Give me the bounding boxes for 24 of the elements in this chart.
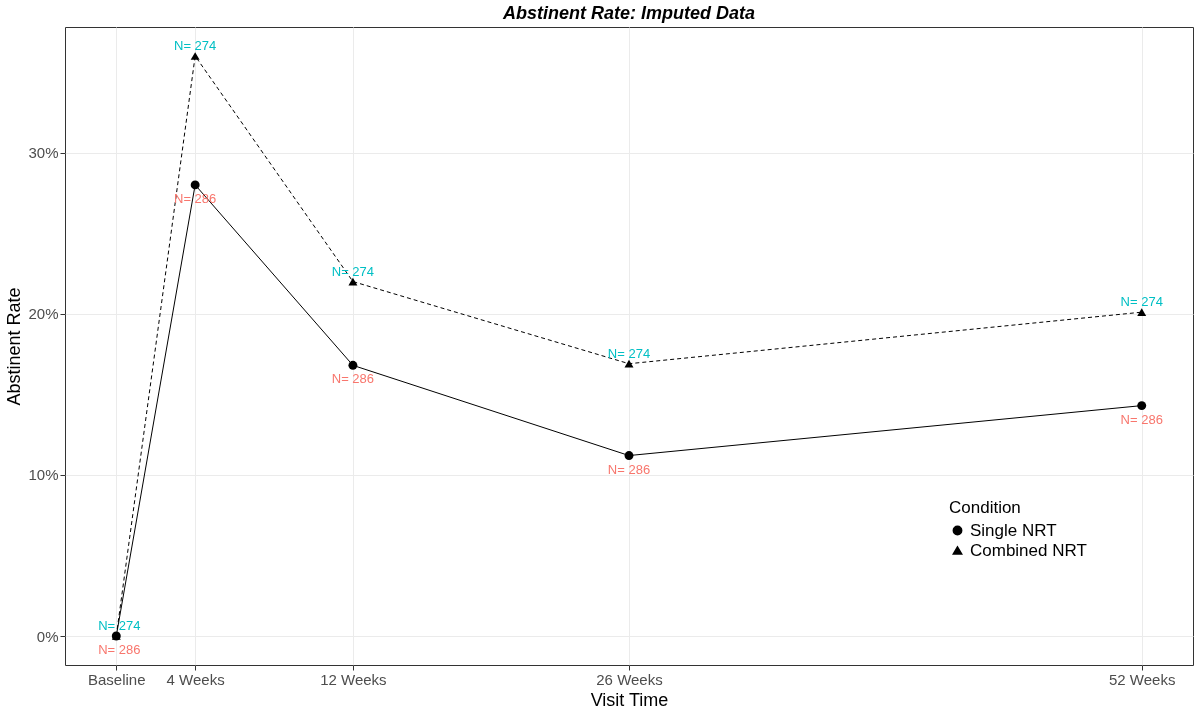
annotation: N= 286 (1120, 411, 1163, 427)
annotation: N= 274 (98, 618, 141, 633)
annotation: N= 286 (607, 461, 651, 477)
chart-title: Abstinent Rate: Imputed Data (501, 3, 756, 23)
annotation: N= 274 (331, 263, 375, 279)
legend-title: Condition (949, 498, 1021, 517)
annotation: N= 274 (174, 38, 217, 53)
x-tick-label: 12 Weeks (320, 670, 387, 688)
legend-label: Single NRT (970, 520, 1057, 540)
y-tick-label: 20% (28, 305, 59, 323)
annotation: N= 286 (331, 371, 375, 387)
y-axis-title: Abstinent Rate (4, 287, 25, 406)
x-tick-label: 26 Weeks (596, 670, 663, 688)
x-tick-label: 52 Weeks (1109, 670, 1176, 688)
y-tick-label: 0% (36, 627, 59, 645)
x-tick-label: 4 Weeks (166, 670, 225, 688)
annotation: N= 274 (607, 345, 651, 361)
legend-label: Combined NRT (970, 540, 1087, 560)
annotation: N= 286 (98, 642, 141, 657)
y-tick-label: 10% (28, 466, 59, 484)
x-tick-label: Baseline (88, 670, 146, 688)
annotation: N= 274 (1120, 294, 1163, 310)
x-axis-title: Visit Time (590, 689, 669, 710)
y-tick-label: 30% (28, 144, 59, 162)
